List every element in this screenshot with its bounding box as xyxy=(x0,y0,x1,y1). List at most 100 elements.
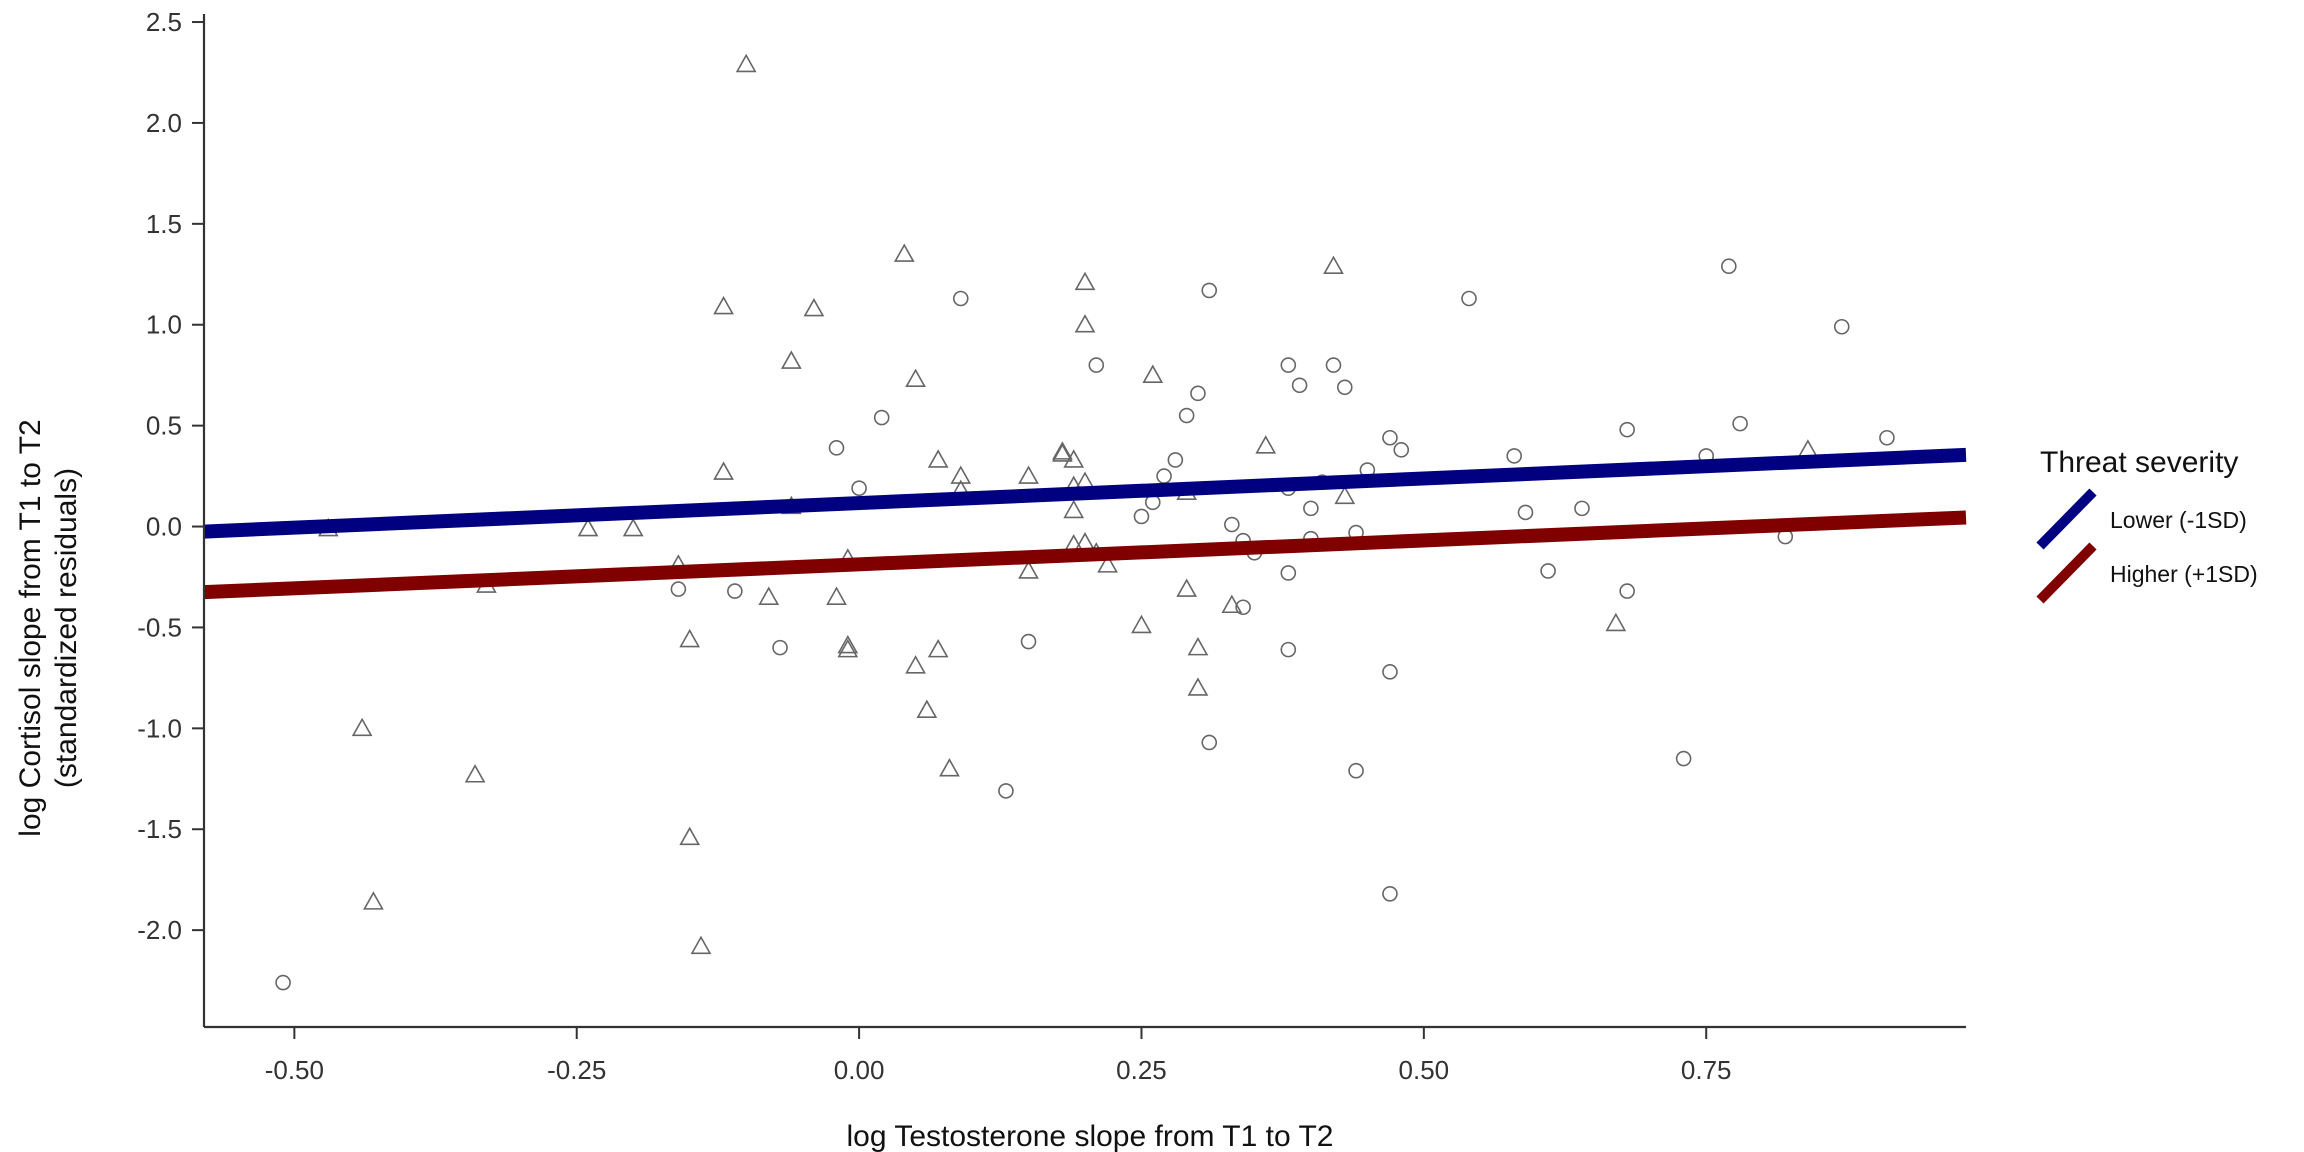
scatter-point-circle xyxy=(1721,258,1737,275)
scatter-point-triangle xyxy=(939,758,960,777)
scatter-point-circle xyxy=(1224,516,1240,533)
scatter-point-triangle xyxy=(905,655,926,674)
legend: Threat severity Lower (-1SD) Higher (+1S… xyxy=(2036,446,2258,604)
scatter-point-circle xyxy=(1348,762,1364,779)
scatter-point-triangle xyxy=(679,628,701,648)
scatter-point-circle xyxy=(1619,583,1635,599)
scatter-point-circle xyxy=(1540,563,1556,579)
scatter-point-circle xyxy=(1879,429,1895,446)
scatter-point-circle xyxy=(1517,504,1534,521)
legend-key-higher xyxy=(2036,542,2097,604)
y-tick-label: 0.5 xyxy=(146,411,182,441)
scatter-point-triangle xyxy=(735,53,757,73)
y-axis-title-line1: log Cortisol slope from T1 to T2 xyxy=(14,419,47,836)
scatter-point-triangle xyxy=(351,717,373,737)
scatter-point-triangle xyxy=(1187,677,1209,696)
scatter-point-circle xyxy=(1619,421,1635,438)
scatter-point-circle xyxy=(1732,415,1748,432)
legend-label-higher: Higher (+1SD) xyxy=(2110,561,2258,587)
scatter-point-circle xyxy=(1382,664,1398,680)
scatter-point-circle xyxy=(1675,750,1692,767)
scatter-point-triangle xyxy=(1063,449,1085,468)
scatter-point-circle xyxy=(1201,282,1218,299)
scatter-point-circle xyxy=(1303,500,1319,517)
scatter-point-triangle xyxy=(363,891,384,910)
axes: -0.50 -0.25 0.00 0.25 0.50 0.75 -2.0 -1.5 -1.0 -0… xyxy=(137,7,1966,1085)
scatter-point-triangle xyxy=(1074,271,1096,291)
scatter-point-triangle xyxy=(1334,485,1356,505)
scatter-point-triangle xyxy=(1018,560,1039,579)
scatter-point-circle xyxy=(1167,452,1184,468)
scatter-point-circle xyxy=(1382,429,1398,446)
legend-key-lower xyxy=(2036,488,2097,550)
legend-title: Threat severity xyxy=(2040,446,2238,479)
scatter-point-circle xyxy=(1506,448,1523,464)
scatter-point-circle xyxy=(1280,641,1297,658)
scatter-point-triangle xyxy=(713,461,734,480)
y-tick-label: 1.0 xyxy=(146,310,182,340)
scatter-point-circle xyxy=(1291,377,1308,394)
scatter-point-triangle xyxy=(690,935,712,955)
scatter-point-triangle xyxy=(1142,364,1164,383)
y-tick-label: -1.0 xyxy=(137,713,182,743)
scatter-point-circle xyxy=(828,440,845,456)
y-tick-label: -2.0 xyxy=(137,915,182,945)
y-tick-label: -1.5 xyxy=(137,814,182,844)
scatter-point-triangle xyxy=(927,639,949,658)
scatter-point-circle xyxy=(1336,379,1353,396)
scatter-point-triangle xyxy=(950,465,972,484)
scatter-point-triangle xyxy=(622,517,644,537)
scatter-point-circle xyxy=(851,480,867,496)
x-tick-label: 0.25 xyxy=(1116,1055,1167,1085)
legend-label-lower: Lower (-1SD) xyxy=(2110,507,2247,533)
scatter-point-triangle xyxy=(905,368,926,388)
scatter-point-circle xyxy=(998,783,1014,799)
scatter-point-circle xyxy=(670,581,687,597)
scatter-point-circle xyxy=(1325,357,1342,373)
scatter-point-triangle xyxy=(826,586,847,605)
scatter-point-triangle xyxy=(916,699,938,718)
scatter-point-circle xyxy=(1833,318,1850,335)
regression-line-lower xyxy=(203,447,1967,539)
scatter-point-triangle xyxy=(837,639,859,658)
scatter-point-triangle xyxy=(1221,594,1243,614)
x-tick-label: 0.50 xyxy=(1399,1055,1450,1085)
scatter-point-circle xyxy=(1190,385,1206,402)
scatter-point-triangle xyxy=(1074,314,1096,333)
scatter-point-triangle xyxy=(1097,554,1118,573)
scatter-point-triangle xyxy=(1323,255,1344,275)
scatter-point-triangle xyxy=(803,297,825,317)
y-tick-label: -0.5 xyxy=(137,612,182,642)
scatter-point-triangle xyxy=(1131,614,1152,634)
scatter-point-triangle xyxy=(893,243,915,262)
x-axis-title: log Testosterone slope from T1 to T2 xyxy=(847,1120,1334,1152)
x-tick-label: -0.50 xyxy=(265,1055,324,1085)
scatter-point-circle xyxy=(1178,407,1195,424)
scatter-point-triangle xyxy=(780,350,802,369)
y-tick-label: 1.5 xyxy=(146,209,182,239)
scatter-point-triangle xyxy=(1052,441,1073,460)
scatter-point-triangle xyxy=(679,826,701,846)
scatter-point-triangle xyxy=(713,295,734,315)
regression-line-higher xyxy=(203,510,1967,600)
scatter-point-triangle xyxy=(1797,439,1819,458)
scatter-point-triangle xyxy=(1176,578,1198,597)
scatter-point-triangle xyxy=(464,764,486,783)
regression-lines xyxy=(203,447,1967,600)
scatter-point-circle xyxy=(1393,442,1410,458)
scatter-point-circle xyxy=(1088,357,1105,373)
scatter-point-circle xyxy=(952,290,969,307)
scatter-point-circle xyxy=(1133,508,1150,525)
scatter-point-circle xyxy=(727,583,743,599)
scatter-point-triangle xyxy=(1605,612,1627,632)
y-axis-title: log Cortisol slope from T1 to T2 (standa… xyxy=(14,419,83,836)
scatter-point-triangle xyxy=(1074,532,1096,551)
y-tick-label: 0.0 xyxy=(146,512,182,542)
x-tick-label: 0.75 xyxy=(1681,1055,1732,1085)
scatter-point-triangle xyxy=(927,449,949,468)
scatter-point-circle xyxy=(1235,599,1251,616)
scatter-point-circle xyxy=(1461,290,1477,307)
y-axis-title-line2: (standardized residuals) xyxy=(50,468,83,788)
y-tick-label: 2.5 xyxy=(146,7,182,37)
